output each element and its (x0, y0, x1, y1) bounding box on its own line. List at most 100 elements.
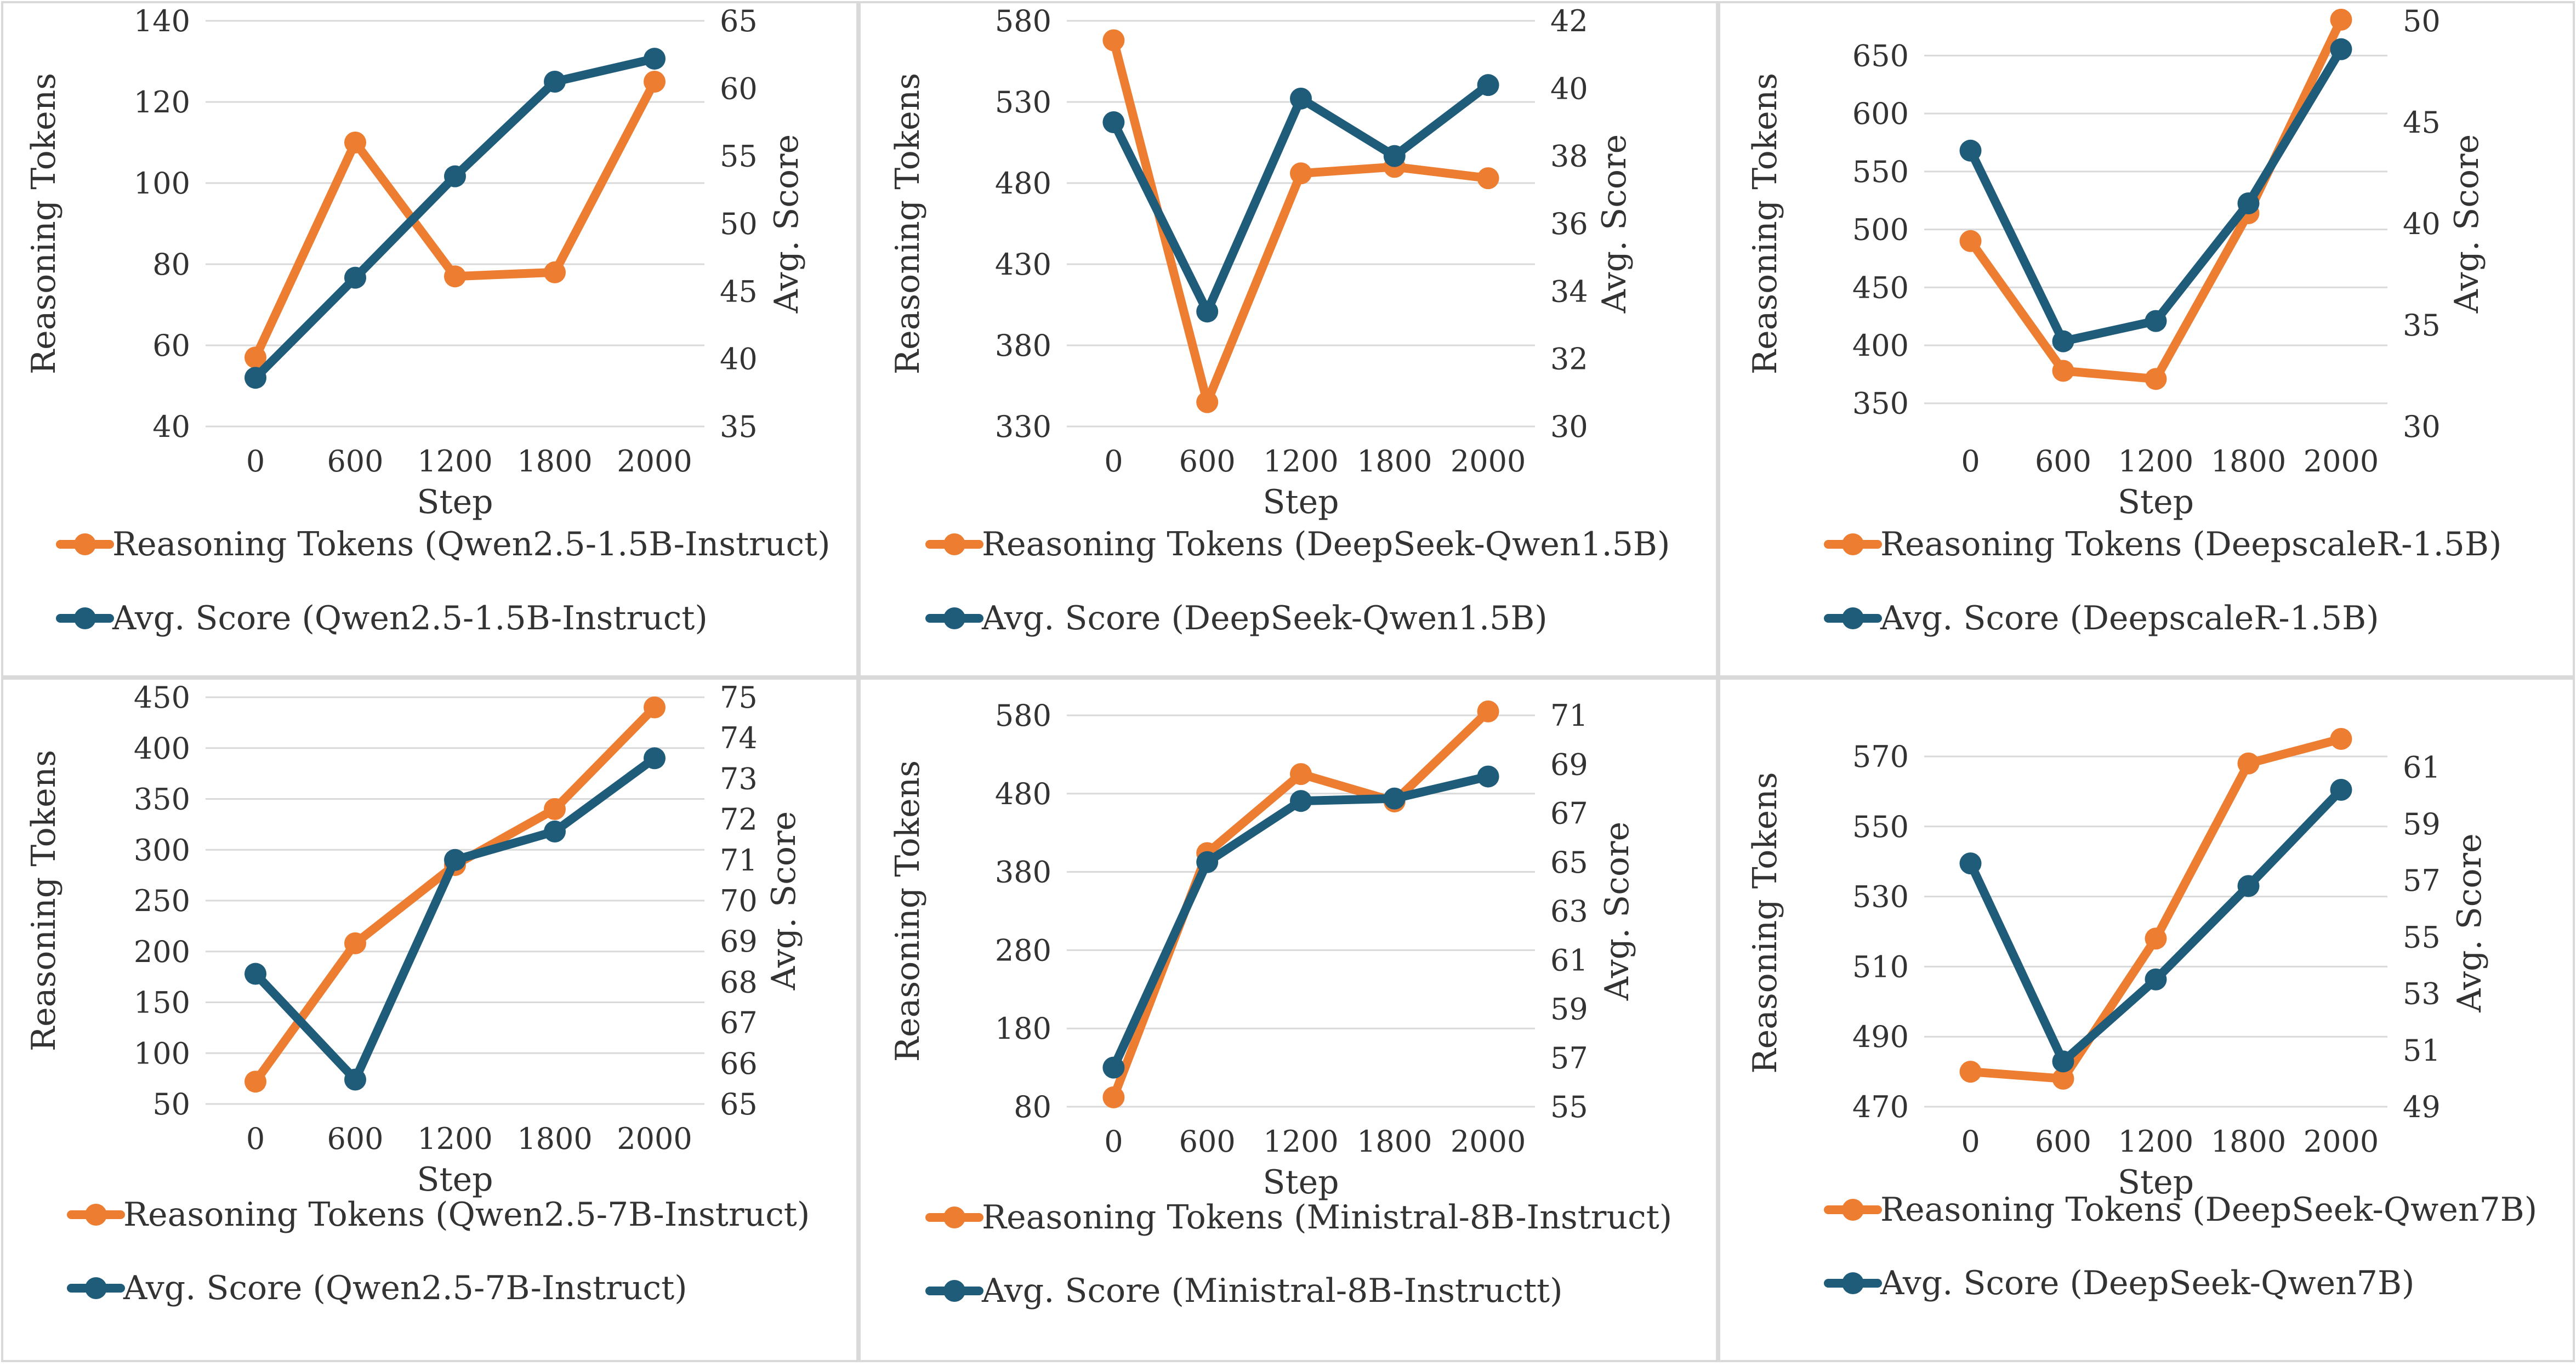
x-tick-label: 600 (1179, 444, 1236, 479)
y2-tick-label: 45 (720, 274, 758, 309)
score-point (2237, 192, 2260, 214)
y-tick-label: 140 (134, 4, 190, 38)
tokens-point (1959, 230, 1982, 252)
tokens-point (1477, 167, 1499, 190)
score-point (1102, 1056, 1125, 1079)
y-tick-label: 600 (1852, 96, 1909, 131)
y2-tick-label: 40 (2403, 207, 2441, 241)
score-point (2237, 875, 2260, 897)
y2-tick-label: 32 (1550, 342, 1588, 377)
y2-tick-label: 49 (2403, 1090, 2441, 1124)
chart-panel-5: 80 180 280 380 480 580 55 57 59 61 63 65 67 69 71 0 600 1… (858, 678, 1718, 1362)
legend-entry-tokens: Reasoning Tokens (DeepSeek-Qwen1.5B) (925, 525, 1670, 564)
y-tick-label: 380 (995, 328, 1051, 363)
y2-tick-label: 66 (720, 1046, 758, 1081)
legend-marker (1842, 1272, 1864, 1294)
y-tick-label: 280 (995, 933, 1051, 967)
x-tick-label: 1800 (517, 1122, 592, 1156)
y-axis-title: Reasoning Tokens (1746, 772, 1784, 1073)
y2-tick-label: 65 (1550, 845, 1588, 880)
y-tick-label: 180 (995, 1011, 1051, 1046)
y2-tick-label: 36 (1550, 207, 1588, 241)
panel-frame (1718, 678, 2575, 1362)
score-point (1196, 300, 1219, 323)
legend-label: Reasoning Tokens (Qwen2.5-1.5B-Instruct) (112, 525, 831, 564)
tokens-point (544, 798, 566, 821)
x-axis-title: Step (417, 1160, 493, 1199)
x-tick-label: 600 (327, 444, 383, 479)
y2-tick-label: 35 (2403, 308, 2441, 343)
score-point (2052, 330, 2074, 352)
y-axis-title: Reasoning Tokens (889, 760, 927, 1062)
y-tick-label: 580 (995, 4, 1051, 38)
y2-tick-label: 51 (2403, 1033, 2441, 1068)
y2-tick-label: 74 (720, 721, 758, 755)
legend-label: Reasoning Tokens (DeepSeek-Qwen1.5B) (982, 525, 1670, 564)
legend-marker (943, 1280, 965, 1302)
y2-tick-label: 59 (1550, 992, 1588, 1027)
tokens-point (1477, 700, 1499, 722)
y2-tick-label: 55 (2403, 920, 2441, 954)
y2-axis-title: Avg. Score (2448, 134, 2486, 314)
y2-tick-label: 67 (720, 1006, 758, 1040)
x-axis-title: Step (2118, 1163, 2194, 1202)
y-tick-label: 580 (995, 698, 1051, 733)
tokens-point (2330, 728, 2352, 750)
score-point (1959, 852, 1982, 875)
legend-entry-score: Avg. Score (Ministral-8B-Instructt) (925, 1272, 1563, 1310)
y-tick-label: 150 (134, 986, 190, 1020)
y-tick-label: 100 (134, 166, 190, 201)
score-point (1196, 851, 1219, 873)
legend-marker (85, 1277, 107, 1299)
y-tick-label: 450 (134, 680, 190, 715)
y-tick-label: 40 (152, 409, 190, 444)
legend-label: Avg. Score (DeepSeek-Qwen7B) (1880, 1264, 2414, 1302)
y2-tick-label: 40 (720, 342, 758, 377)
score-point (344, 266, 366, 289)
y-tick-label: 330 (995, 409, 1051, 444)
score-point (444, 165, 466, 187)
y-tick-label: 400 (1852, 328, 1909, 363)
y-tick-label: 450 (1852, 270, 1909, 305)
tokens-point (2145, 927, 2167, 950)
chart-panel-6: 470 490 510 530 550 570 49 51 53 55 57 59 61 0 600 1200… (1718, 678, 2575, 1362)
legend-label: Avg. Score (Qwen2.5-1.5B-Instruct) (112, 599, 708, 638)
y-tick-label: 380 (995, 855, 1051, 890)
legend-label: Avg. Score (DeepSeek-Qwen1.5B) (981, 599, 1548, 638)
y-tick-label: 300 (134, 833, 190, 867)
y-tick-label: 530 (995, 85, 1051, 119)
y2-tick-label: 59 (2403, 807, 2441, 841)
score-point (244, 367, 266, 389)
y2-tick-label: 55 (720, 139, 758, 174)
legend-marker (943, 607, 965, 629)
y-axis-title: Reasoning Tokens (1746, 73, 1784, 374)
tokens-point (2237, 752, 2260, 775)
legend-label: Reasoning Tokens (DeepSeek-Qwen7B) (1880, 1191, 2537, 1229)
score-point (1383, 787, 1406, 810)
y2-tick-label: 30 (2403, 409, 2441, 444)
x-tick-label: 1800 (1357, 1124, 1432, 1159)
y2-tick-label: 63 (1550, 894, 1588, 929)
x-tick-label: 1200 (1263, 1124, 1338, 1159)
tokens-point (2330, 8, 2352, 31)
y2-axis-title: Avg. Score (1598, 822, 1636, 1001)
score-point (544, 820, 566, 843)
y2-tick-label: 69 (720, 924, 758, 959)
x-tick-label: 2000 (2304, 444, 2379, 479)
y-tick-label: 490 (1852, 1020, 1909, 1054)
x-axis-title: Step (1263, 1163, 1339, 1202)
y-tick-label: 50 (152, 1087, 190, 1122)
y-tick-label: 510 (1852, 949, 1909, 984)
y2-tick-label: 45 (2403, 105, 2441, 140)
x-tick-label: 0 (1961, 1124, 1980, 1159)
tokens-point (244, 346, 266, 369)
x-tick-label: 0 (1961, 444, 1980, 479)
legend-label: Reasoning Tokens (Qwen2.5-7B-Instruct) (123, 1196, 810, 1234)
x-tick-label: 0 (246, 444, 265, 479)
y2-tick-label: 61 (2403, 750, 2441, 785)
legend-entry-score: Avg. Score (Qwen2.5-1.5B-Instruct) (56, 599, 708, 638)
y-tick-label: 350 (134, 782, 190, 817)
panel-frame (1718, 1, 2575, 678)
y-tick-label: 250 (134, 884, 190, 918)
